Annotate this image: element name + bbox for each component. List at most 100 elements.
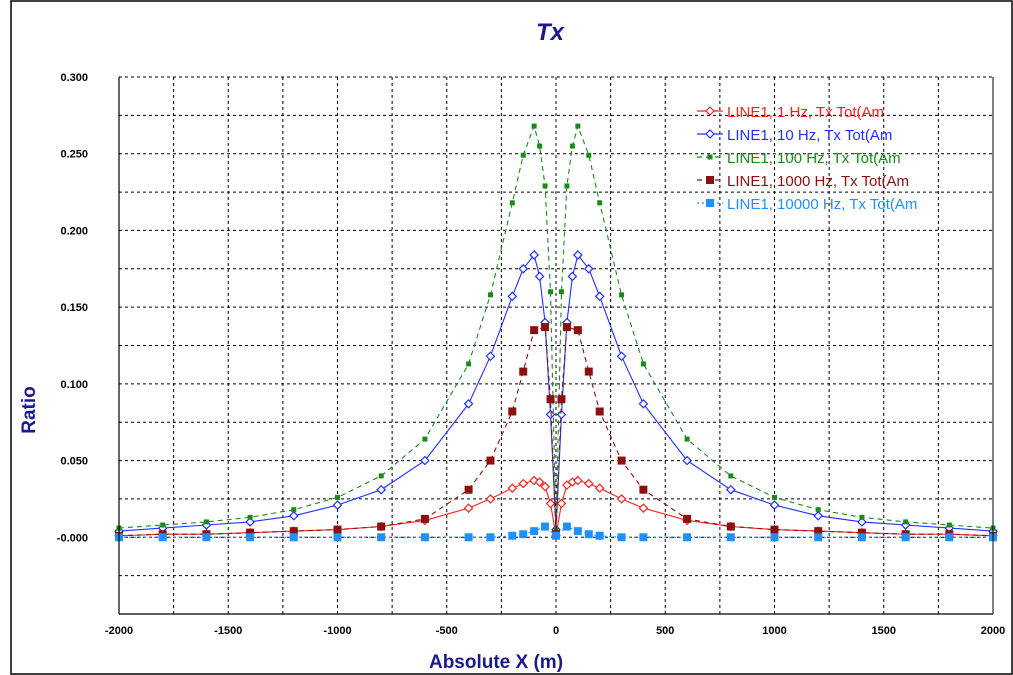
data-point	[573, 326, 582, 335]
y-tick-label: 0.050	[60, 456, 88, 468]
data-point	[333, 533, 342, 542]
data-point	[332, 500, 343, 510]
data-point	[158, 533, 167, 542]
data-point	[519, 530, 528, 539]
data-point	[247, 514, 253, 520]
data-point	[202, 533, 211, 542]
data-point	[530, 527, 539, 536]
data-point	[534, 477, 545, 487]
data-point	[530, 326, 539, 335]
data-point	[486, 456, 495, 465]
data-point	[557, 395, 566, 404]
data-point	[617, 456, 626, 465]
data-point	[245, 517, 255, 527]
data-point	[567, 271, 578, 282]
data-point	[726, 533, 735, 542]
data-point	[616, 494, 627, 504]
data-point	[546, 395, 555, 404]
data-point	[558, 289, 564, 295]
legend-label: LINE1, 1 Hz, Tx Tot(Am	[727, 104, 884, 121]
data-point	[683, 514, 692, 523]
y-tick-label: 0.250	[60, 149, 88, 161]
x-tick-label: -500	[436, 625, 458, 637]
data-point	[728, 473, 734, 479]
x-tick-label: 1000	[762, 625, 786, 637]
data-point	[466, 361, 472, 367]
data-point	[542, 183, 548, 189]
grid	[119, 76, 993, 615]
data-point	[770, 533, 779, 542]
data-point	[815, 507, 821, 513]
data-point	[291, 507, 297, 513]
data-point	[485, 494, 496, 504]
data-point	[541, 522, 550, 531]
x-tick-label: 1500	[872, 625, 896, 637]
data-point	[638, 503, 649, 513]
data-point	[534, 271, 545, 282]
x-tick-labels: -2000 -1500 -1000 -500 0 500 1000 1500 2000	[105, 625, 1005, 637]
y-tick-label: 0.100	[60, 379, 88, 391]
chart-title: Tx	[536, 19, 566, 46]
data-point	[639, 533, 648, 542]
data-point	[509, 200, 515, 206]
data-point	[859, 514, 865, 520]
legend-swatch-marker	[705, 129, 715, 139]
data-point	[575, 123, 581, 129]
data-point	[376, 484, 387, 495]
x-tick-label: 500	[656, 625, 674, 637]
data-point	[556, 498, 567, 509]
data-point	[584, 367, 593, 376]
legend-label: LINE1, 10 Hz, Tx Tot(Am	[727, 127, 892, 144]
data-point	[289, 527, 298, 536]
data-point	[486, 533, 495, 542]
data-point	[246, 533, 255, 542]
y-tick-label: 0.200	[60, 225, 88, 237]
data-point	[333, 525, 342, 534]
data-point	[548, 289, 554, 295]
data-point	[420, 533, 429, 542]
data-point	[814, 527, 823, 536]
data-point	[508, 531, 517, 540]
y-axis-label: Ratio	[19, 386, 40, 434]
data-point	[562, 323, 571, 332]
data-point	[545, 498, 556, 509]
data-point	[946, 522, 952, 528]
data-point	[420, 455, 430, 466]
data-point	[595, 407, 604, 416]
data-point	[573, 475, 583, 486]
data-point	[682, 455, 692, 466]
data-point	[507, 483, 518, 494]
data-point	[586, 152, 592, 158]
legend-swatch-marker	[706, 176, 714, 184]
data-point	[529, 250, 539, 260]
x-tick-label: -1500	[214, 625, 242, 637]
data-point	[487, 292, 493, 298]
data-point	[519, 367, 528, 376]
data-point	[945, 533, 954, 542]
data-point	[903, 519, 909, 525]
y-tick-label: 0.150	[60, 302, 88, 314]
data-point	[246, 528, 255, 537]
x-tick-label: 0	[553, 625, 559, 637]
data-point	[619, 292, 625, 298]
data-point	[377, 522, 386, 531]
data-point	[597, 200, 603, 206]
data-point	[683, 533, 692, 542]
legend-item: LINE1, 1 Hz, Tx Tot(Am	[697, 104, 884, 121]
x-tick-label: 2000	[981, 625, 1005, 637]
legend-swatch-marker	[706, 199, 714, 207]
data-point	[617, 533, 626, 542]
data-point	[335, 494, 340, 500]
data-point	[638, 398, 649, 409]
data-point	[464, 533, 473, 542]
data-point	[813, 510, 824, 521]
data-point	[584, 530, 593, 539]
data-point	[857, 517, 867, 527]
data-point	[857, 533, 866, 542]
data-point	[901, 533, 910, 542]
legend-item: LINE1, 100 Hz, Tx Tot(Am	[697, 150, 901, 167]
data-point	[422, 436, 428, 442]
legend-label: LINE1, 100 Hz, Tx Tot(Am	[727, 150, 901, 167]
data-point	[564, 183, 570, 189]
data-point	[485, 351, 496, 362]
